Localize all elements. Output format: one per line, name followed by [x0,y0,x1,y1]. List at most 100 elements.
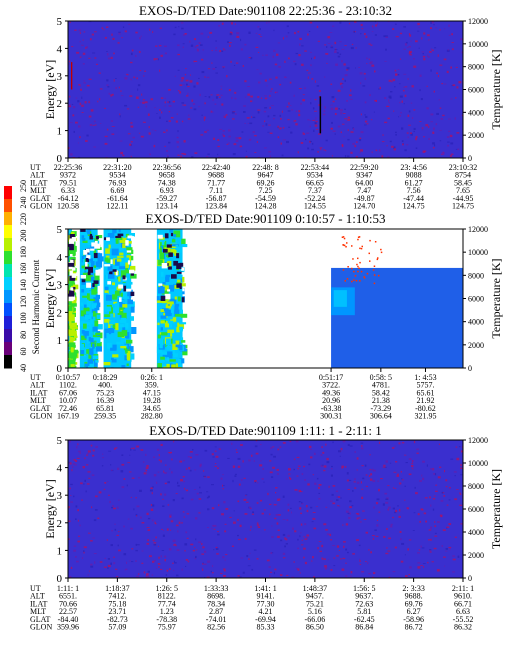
cell-alt: 9141. [257,592,275,601]
cell-glat: -47.44 [403,194,424,203]
y-tick-label: 1 [57,126,63,138]
y-tick-label: 2 [57,518,63,530]
cell-alt: 9347 [356,171,372,180]
panel-2: EXOS-D/TED Date:901109 0:10:57 - 1:10:53… [30,211,503,421]
cell-ilat: 58.45 [454,178,472,187]
y2-tick-label: 10000 [468,459,488,468]
cell-ut: 1:48:37 [303,584,327,593]
cell-ilat: 49.36 [322,388,340,397]
colorbar-segment [4,316,12,330]
cell-glat: -73.29 [371,404,392,413]
colorbar-segment [4,290,12,304]
cell-mlt: 23.71 [108,607,126,616]
cell-ut: 22:36:56 [153,163,181,172]
colorbar-tick-label: 220 [19,213,28,225]
row-label: UT [30,373,41,382]
cell-mlt: 5.16 [308,607,322,616]
cell-mlt: 6.63 [456,607,470,616]
row-label: ALT [30,171,45,180]
cell-glat: -49.87 [354,194,375,203]
cell-ut: 22:25:36 [54,163,82,172]
cell-glon: 359.96 [57,623,79,632]
cell-mlt: 7.56 [407,186,421,195]
cell-glon: 124.28 [255,202,277,211]
cell-ut: 0:18:29 [93,373,117,382]
row-label: ILAT [30,599,47,608]
cell-ut: 1:41: 1 [254,584,276,593]
cell-alt: 5757. [416,381,434,390]
cell-ilat: 58.42 [372,388,390,397]
cell-mlt: 16.39 [96,396,114,405]
cell-ilat: 69.76 [405,599,423,608]
cell-alt: 8698. [207,592,225,601]
spectrogram-texture [68,21,463,158]
cell-glon: 306.64 [370,412,392,421]
cell-glat: -82.73 [107,615,128,624]
y2-tick-label: 2000 [468,341,484,350]
cell-ilat: 75.21 [306,599,324,608]
data-streak [71,62,73,90]
colorbar-tick-label: 250 [19,180,28,192]
colorbar-tick-label: 200 [19,230,28,242]
panel-title: EXOS-D/TED Date:901109 1:11: 1 - 2:11: 1 [149,423,382,438]
cell-mlt: 1.23 [160,607,174,616]
cell-mlt: 7.65 [456,186,470,195]
y-tick-label: 1 [57,335,63,347]
cell-glat: -52.24 [305,194,326,203]
cell-ut: 22:42:40 [202,163,230,172]
cell-glat: -66.06 [305,615,326,624]
cell-alt: 9637. [355,592,373,601]
y-tick-label: 0 [57,363,63,375]
row-label: GLON [30,623,52,632]
cell-alt: 7412. [108,592,126,601]
cell-glon: 124.75 [452,202,474,211]
cell-glat: -74.01 [206,615,227,624]
cell-ilat: 70.66 [59,599,77,608]
y2-tick-label: 4000 [468,318,484,327]
colorbar-tick-label: 80 [19,331,28,339]
cell-glon: 282.80 [141,412,163,421]
cell-glon: 57.09 [108,623,126,632]
cell-alt: 4781. [372,381,390,390]
y2-tick-label: 4000 [468,528,484,537]
cell-mlt: 6.69 [110,186,124,195]
cell-ut: 1:33:33 [204,584,228,593]
y2-axis-label: Temperature [K] [489,469,503,549]
cell-mlt: 7.37 [308,186,322,195]
cell-glat: 65.81 [96,404,114,413]
cell-glat: -44.95 [453,194,474,203]
cell-ut: 23:10:32 [449,163,477,172]
cell-ut: 22:59:20 [350,163,378,172]
cell-mlt: 19.28 [143,396,161,405]
cell-glat: -55.52 [453,615,474,624]
y2-tick-label: 12000 [468,436,488,445]
row-label: ILAT [30,388,47,397]
cell-glat: -63.38 [321,404,342,413]
colorbar-segment [4,329,12,343]
cell-ilat: 74.38 [158,178,176,187]
colorbar-segment [4,186,12,200]
cell-glon: 122.11 [107,202,129,211]
row-label: ALT [30,592,45,601]
cell-ilat: 76.93 [108,178,126,187]
colorbar-tick-label: 140 [19,279,28,291]
y2-axis-label: Temperature [K] [489,258,503,338]
cell-ilat: 66.65 [306,178,324,187]
row-label: GLON [30,202,52,211]
y-tick-label: 4 [57,43,63,55]
panel-3: EXOS-D/TED Date:901109 1:11: 1 - 2:11: 1… [30,423,503,632]
cell-glon: 86.50 [306,623,324,632]
cell-glon: 120.58 [57,202,79,211]
cell-ilat: 75.18 [108,599,126,608]
cell-ut: 2:11: 1 [452,584,474,593]
cell-alt: 8122. [158,592,176,601]
cell-ut: 1:26: 5 [156,584,178,593]
plot-background [68,21,463,158]
cell-ut: 1:11: 1 [57,584,79,593]
cell-ilat: 75.23 [96,388,114,397]
y-tick-label: 4 [57,252,63,264]
colorbar-segment [4,303,12,317]
cell-ilat: 77.74 [158,599,176,608]
y2-tick-label: 8000 [468,271,484,280]
